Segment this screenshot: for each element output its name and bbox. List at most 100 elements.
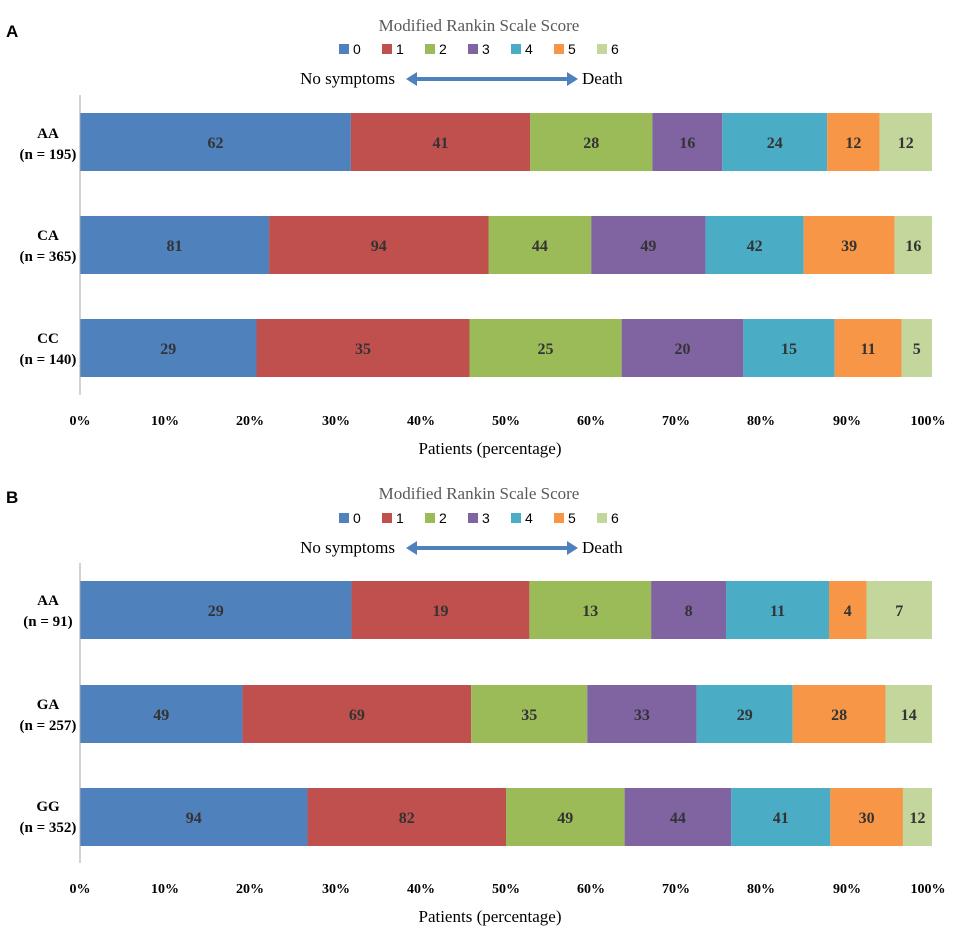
panel-b-severity-arrow: No symptoms Death: [300, 538, 623, 557]
panel-a-legend-label-3: 3: [482, 41, 490, 57]
panel-a-data-label-cc-mrs-2: 25: [538, 341, 554, 358]
panel-b-x-tick-2: 20%: [236, 882, 264, 897]
panel-b-category-count-0: (n = 91): [23, 614, 72, 630]
panel-a-x-axis-title: Patients (percentage): [418, 439, 561, 458]
panel-b-category-label-1: GA: [37, 697, 60, 713]
panel-b-legend-label-5: 5: [568, 510, 576, 526]
panel-b-data-label-gg-mrs-4: 41: [773, 810, 789, 827]
panel-a-legend-swatch-0: [339, 44, 349, 54]
panel-b-data-label-gg-mrs-6: 12: [909, 810, 925, 827]
panel-b-no-symptoms-label: No symptoms: [300, 538, 395, 557]
panel-b-bar-ga-mrs-3: [587, 685, 697, 743]
panel-b-category-count-2: (n = 352): [20, 820, 77, 836]
panel-b-bar-gg-mrs-3: [624, 788, 732, 846]
panel-a-legend-label-6: 6: [611, 41, 619, 57]
panel-b-data-label-gg-mrs-1: 82: [399, 810, 415, 827]
panel-a-legend-swatch-5: [554, 44, 564, 54]
panel-a-legend-swatch-4: [511, 44, 521, 54]
panel-b-bar-ga-mrs-6: [885, 685, 932, 743]
panel-b-data-label-ga-mrs-6: 14: [901, 707, 917, 724]
panel-a-legend-label-5: 5: [568, 41, 576, 57]
panel-b-bar-gg-mrs-2: [506, 788, 625, 846]
panel-a-data-label-aa-mrs-5: 12: [845, 135, 861, 152]
panel-a-data-label-cc-mrs-4: 15: [781, 341, 797, 358]
panel-b-x-ticks: 0% 10% 20% 30% 40% 50% 60% 70% 80% 90% 1…: [70, 882, 946, 897]
panel-b-bar-ga-mrs-0: [80, 685, 243, 743]
panel-a-label: A: [6, 22, 18, 41]
panel-a-bars: 62 41 28 16 24 12 12 81 94 44 49 42 39 16 29 35 25 20 15 11…: [80, 113, 932, 377]
panel-b: B Modified Rankin Scale Score 0 1 2 3 4 …: [6, 484, 946, 926]
panel-b-x-tick-4: 40%: [407, 882, 435, 897]
panel-a-data-label-ca-mrs-3: 49: [640, 238, 656, 255]
panel-a-data-label-cc-mrs-1: 35: [355, 341, 371, 358]
panel-b-legend-label-0: 0: [353, 510, 361, 526]
panel-a-legend-swatch-1: [382, 44, 392, 54]
panel-b-bar-ga-mrs-1: [242, 685, 472, 743]
panel-b-legend-swatch-1: [382, 513, 392, 523]
panel-b-category-label-2: GG: [36, 799, 60, 815]
panel-b-legend-swatch-6: [597, 513, 607, 523]
panel-a-death-label: Death: [582, 69, 623, 88]
panel-a-bar-ca-mrs-5: [803, 216, 895, 274]
panel-b-bar-ga-mrs-4: [696, 685, 793, 743]
panel-b-category-labels: AA (n = 91) GA (n = 257) GG (n = 352): [20, 593, 77, 836]
panel-b-legend-label-2: 2: [439, 510, 447, 526]
panel-b-legend-label-3: 3: [482, 510, 490, 526]
panel-a-x-tick-6: 60%: [577, 414, 605, 429]
panel-a-category-label-0: AA: [37, 126, 59, 142]
panel-b-bar-aa-mrs-6: [866, 581, 932, 639]
panel-b-bar-gg-mrs-5: [830, 788, 903, 846]
panel-b-data-label-aa-mrs-0: 29: [208, 603, 224, 620]
panel-b-bar-gg-mrs-4: [731, 788, 831, 846]
panel-a-x-tick-3: 30%: [322, 414, 350, 429]
panel-a-data-label-aa-mrs-1: 41: [432, 135, 448, 152]
panel-a-data-label-ca-mrs-5: 39: [841, 238, 857, 255]
panel-a-bar-ca-mrs-4: [705, 216, 804, 274]
panel-a-category-labels: AA (n = 195) CA (n = 365) CC (n = 140): [20, 126, 77, 368]
panel-a-x-tick-9: 90%: [833, 414, 861, 429]
panel-a-x-tick-7: 70%: [662, 414, 690, 429]
panel-a-bar-ca-mrs-3: [591, 216, 706, 274]
panel-a-legend-label-1: 1: [396, 41, 404, 57]
panel-b-data-label-gg-mrs-2: 49: [557, 810, 573, 827]
panel-b-legend-swatch-5: [554, 513, 564, 523]
panel-a-bar-cc-mrs-4: [743, 319, 835, 377]
panel-a-data-label-aa-mrs-2: 28: [583, 135, 599, 152]
panel-a-category-count-0: (n = 195): [20, 147, 77, 163]
panel-b-data-label-ga-mrs-0: 49: [153, 707, 169, 724]
panel-b-data-label-aa-mrs-4: 11: [770, 603, 785, 620]
panel-a-bar-aa-mrs-1: [350, 113, 531, 171]
panel-b-bar-aa-mrs-5: [829, 581, 867, 639]
panel-b-bar-ga-mrs-2: [471, 685, 588, 743]
panel-b-bar-aa-mrs-1: [351, 581, 530, 639]
panel-a-category-label-2: CC: [37, 331, 59, 347]
panel-a-bar-ca-mrs-2: [488, 216, 592, 274]
panel-b-x-tick-7: 70%: [662, 882, 690, 897]
panel-b-data-label-aa-mrs-3: 8: [685, 603, 693, 620]
panel-a-bar-aa-mrs-4: [722, 113, 828, 171]
panel-b-data-label-ga-mrs-3: 33: [634, 707, 650, 724]
panel-a-bar-cc-mrs-0: [80, 319, 257, 377]
panel-a-bar-cc-mrs-1: [256, 319, 470, 377]
panel-a-bar-aa-mrs-5: [827, 113, 880, 171]
panel-a-bar-cc-mrs-2: [469, 319, 622, 377]
panel-b-legend-swatch-3: [468, 513, 478, 523]
panel-b-category-label-0: AA: [37, 593, 59, 609]
panel-b-data-label-aa-mrs-6: 7: [895, 603, 903, 620]
panel-a-bar-ca-mrs-6: [894, 216, 932, 274]
panel-a-x-tick-5: 50%: [492, 414, 520, 429]
panel-a-x-tick-10: 100%: [911, 414, 946, 429]
panel-b-x-tick-8: 80%: [747, 882, 775, 897]
panel-b-x-tick-5: 50%: [492, 882, 520, 897]
panel-b-bar-aa-mrs-3: [651, 581, 727, 639]
panel-b-x-tick-0: 0%: [70, 882, 91, 897]
panel-b-title: Modified Rankin Scale Score: [379, 484, 580, 503]
panel-a-bar-ca-mrs-1: [269, 216, 489, 274]
panel-b-data-label-aa-mrs-1: 19: [432, 603, 448, 620]
panel-a-data-label-aa-mrs-6: 12: [898, 135, 914, 152]
panel-a-category-label-1: CA: [37, 228, 59, 244]
panel-b-x-tick-9: 90%: [833, 882, 861, 897]
panel-b-legend-swatch-0: [339, 513, 349, 523]
panel-b-legend-label-4: 4: [525, 510, 533, 526]
